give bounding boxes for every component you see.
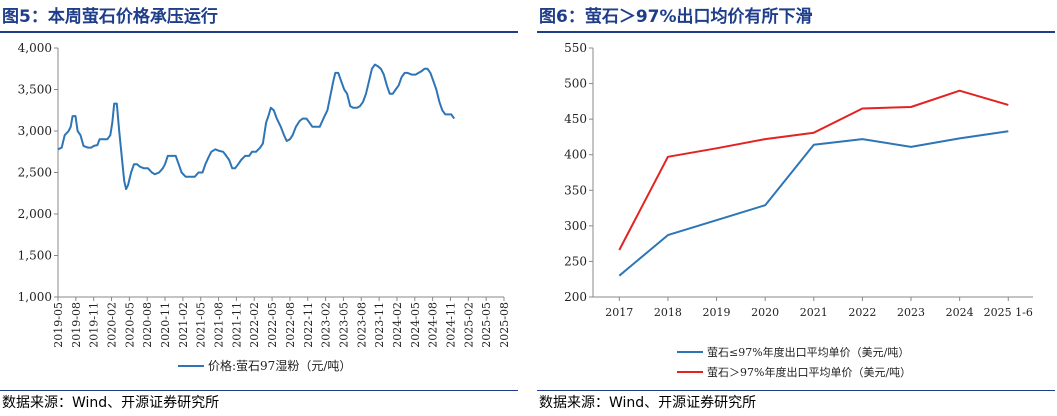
figure-title: 图5：本周萤石价格承压运行	[2, 7, 218, 27]
x-tick-label: 2021-05	[195, 302, 208, 348]
x-tick-label: 2022-08	[284, 302, 297, 348]
x-tick-label: 2019	[703, 306, 731, 319]
y-tick-label: 3,500	[18, 83, 52, 97]
figure-title: 图6：萤石＞97%出口均价有所下滑	[539, 7, 813, 27]
x-tick-label: 2021-08	[213, 302, 226, 348]
legend-label: 萤石＞97%年度出口平均单价（美元/吨）	[707, 365, 911, 379]
x-tick-label: 2024-08	[427, 302, 440, 348]
x-tick-label: 2024	[946, 306, 974, 319]
y-tick-label: 1,000	[18, 290, 52, 304]
x-tick-label: 2020-08	[141, 302, 154, 348]
y-tick-label: 550	[564, 41, 587, 55]
x-tick-label: 2025-02	[462, 302, 475, 348]
series-line-1	[618, 130, 1009, 277]
y-tick-label: 250	[564, 254, 587, 268]
x-tick-label: 2020-02	[106, 302, 119, 348]
x-tick-label: 2023	[897, 306, 925, 319]
legend-label: 价格:萤石97湿粉（元/吨）	[208, 358, 351, 373]
x-tick-label: 2024-05	[409, 302, 422, 348]
left-figure-panel: 图5：本周萤石价格承压运行 1,000 1,500 2,000 2,500 3,000 3…	[0, 0, 520, 416]
x-tick-label: 2017	[605, 306, 633, 319]
y-tick-label: 350	[564, 183, 587, 197]
series-line-price	[57, 63, 456, 191]
x-tick-label: 2019-05	[52, 302, 65, 348]
x-tick-label: 2021-11	[230, 302, 243, 348]
x-tick-label: 2020-05	[123, 302, 136, 348]
y-tick-label: 400	[564, 148, 587, 162]
x-tick-label: 2023-05	[337, 302, 350, 348]
y-tick-label: 450	[564, 112, 587, 126]
source-note: 数据来源：Wind、开源证券研究所	[539, 395, 757, 411]
x-tick-label: 2025-05	[480, 302, 493, 348]
source-note: 数据来源：Wind、开源证券研究所	[2, 395, 220, 411]
y-tick-label: 3,000	[18, 124, 52, 138]
bottom-divider	[0, 390, 518, 391]
x-tick-label: 2022-11	[302, 302, 315, 348]
export-price-line-chart: 200 250 300 350 400 450 500 550 2017 2018 2019 2020…	[564, 41, 1033, 379]
x-tick-label: 2023-02	[320, 302, 333, 348]
x-tick-label: 2021	[800, 306, 828, 319]
x-tick-label: 2024-11	[444, 302, 457, 348]
x-tick-label: 2020-11	[159, 302, 172, 348]
x-tick-label: 2023-08	[355, 302, 368, 348]
y-tick-label: 4,000	[18, 41, 52, 55]
y-tick-label: 1,500	[18, 249, 52, 263]
right-figure-panel: 图6：萤石＞97%出口均价有所下滑 200 250 300 350 400 450 500 5…	[537, 0, 1057, 416]
bottom-divider	[537, 390, 1055, 391]
x-tick-label: 2025 1-6	[984, 306, 1033, 319]
x-tick-label: 2024-02	[391, 302, 404, 348]
x-tick-label: 2025-08	[498, 302, 511, 348]
x-tick-label: 2021-02	[177, 302, 190, 348]
series-line-2	[618, 89, 1009, 251]
price-line-chart: 1,000 1,500 2,000 2,500 3,000 3,500 4,000 2019-…	[18, 41, 511, 373]
y-tick-label: 2,500	[18, 166, 52, 180]
legend-label: 萤石≤97%年度出口平均单价（美元/吨）	[707, 345, 909, 359]
x-tick-label: 2022	[848, 306, 876, 319]
y-tick-label: 200	[564, 290, 587, 304]
y-tick-label: 500	[564, 77, 587, 91]
title-divider	[537, 31, 1055, 33]
x-tick-label: 2019-08	[70, 302, 83, 348]
title-divider	[0, 31, 518, 33]
x-tick-label: 2019-11	[88, 302, 101, 348]
x-tick-label: 2022-05	[266, 302, 279, 348]
y-tick-label: 2,000	[18, 207, 52, 221]
x-tick-label: 2018	[654, 306, 682, 319]
y-tick-label: 300	[564, 219, 587, 233]
x-tick-label: 2020	[751, 306, 779, 319]
x-tick-label: 2022-02	[248, 302, 261, 348]
x-tick-label: 2023-11	[373, 302, 386, 348]
